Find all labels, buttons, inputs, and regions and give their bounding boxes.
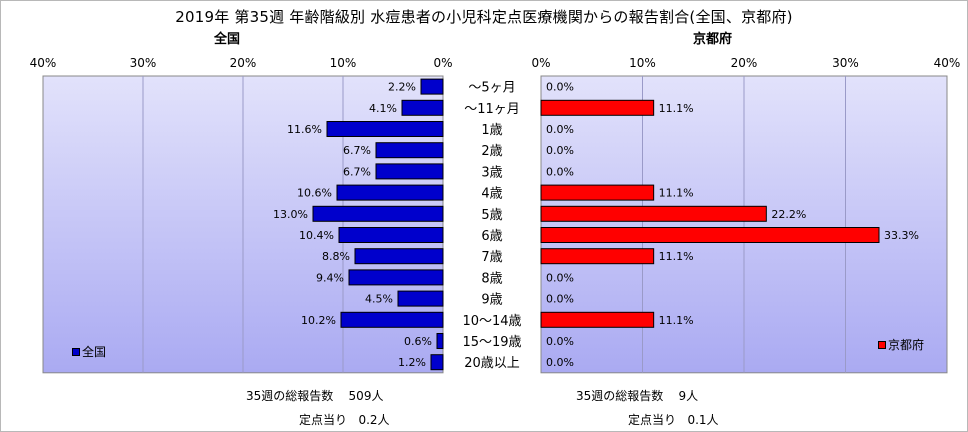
category-label: 8歳	[481, 271, 502, 286]
category-label: ～11ヶ月	[464, 102, 520, 117]
right-bar	[540, 311, 655, 328]
category-label: 9歳	[481, 293, 502, 308]
left-tick-label: 0%	[433, 56, 452, 70]
left-value-label: 8.8%	[322, 250, 350, 263]
right-value-label: 0.0%	[546, 293, 574, 306]
right-bar	[540, 248, 655, 265]
left-per-label: 定点当り	[299, 413, 348, 427]
left-bar	[336, 184, 444, 201]
right-legend: 京都府	[878, 336, 924, 353]
right-per-value: 0.1人	[687, 413, 719, 427]
left-value-label: 10.2%	[301, 314, 336, 327]
left-bar	[375, 142, 444, 159]
right-value-label: 11.1%	[659, 314, 694, 327]
category-label: 6歳	[481, 229, 502, 244]
left-bar	[326, 121, 444, 137]
right-bar	[540, 205, 767, 222]
left-per-stat: 定点当り 0.2人	[299, 411, 390, 428]
right-plot-area: 0% 10% 20% 30% 40% 0.0% 11.1% 0.0% 0.0% 0.0% 11.1%…	[531, 56, 961, 374]
right-value-label: 0.0%	[546, 356, 574, 369]
right-total-stat: 35週の総報告数 9人	[576, 387, 698, 404]
right-value-label: 11.1%	[659, 187, 694, 200]
right-tick-label: 0%	[531, 56, 550, 70]
left-bar	[436, 333, 444, 349]
right-value-label: 0.0%	[546, 81, 574, 94]
right-bar	[540, 184, 655, 201]
left-tick-label: 20%	[230, 56, 257, 70]
left-total-stat: 35週の総報告数 509人	[246, 387, 383, 404]
right-bar	[540, 227, 880, 243]
left-tick-label: 10%	[330, 56, 357, 70]
category-label: 15～19歳	[462, 335, 521, 350]
category-label: 7歳	[481, 250, 502, 265]
left-bar	[375, 163, 444, 180]
category-label: 10～14歳	[462, 314, 521, 329]
right-tick-label: 30%	[832, 56, 859, 70]
right-value-label: 11.1%	[659, 250, 694, 263]
right-value-label: 0.0%	[546, 335, 574, 348]
right-value-label: 0.0%	[546, 123, 574, 136]
right-panel-subtitle: 京都府	[693, 32, 733, 47]
right-value-label: 22.2%	[771, 208, 806, 221]
left-value-label: 6.7%	[343, 144, 371, 157]
left-legend-swatch	[72, 347, 80, 356]
left-bar	[430, 354, 444, 371]
right-total-label: 35週の総報告数	[576, 389, 664, 403]
left-value-label: 4.5%	[365, 293, 393, 306]
right-legend-label: 京都府	[888, 338, 925, 352]
category-label: 20歳以上	[464, 356, 520, 371]
right-value-label: 11.1%	[659, 102, 694, 115]
right-per-label: 定点当り	[628, 413, 677, 427]
right-legend-swatch	[878, 340, 886, 349]
left-bar	[420, 78, 444, 95]
left-legend-label: 全国	[82, 345, 107, 359]
left-value-label: 10.6%	[297, 187, 332, 200]
left-value-label: 10.4%	[299, 229, 334, 242]
right-value-label: 0.0%	[546, 271, 574, 284]
left-bar	[338, 227, 444, 243]
category-label: 5歳	[481, 208, 502, 223]
left-value-label: 13.0%	[273, 208, 308, 221]
category-label: 2歳	[481, 144, 502, 159]
right-total-value: 9人	[678, 389, 699, 403]
chart-title: 2019年 第35週 年齢階級別 水痘患者の小児科定点医療機関からの報告割合(全…	[175, 8, 793, 26]
left-bar	[312, 205, 444, 222]
left-value-label: 2.2%	[388, 81, 416, 94]
right-value-label: 0.0%	[546, 165, 574, 178]
left-plot-area: 40% 30% 20% 10% 0% 2.2% 4.1% 11.6% 6.7% 6.7% 10.6%…	[30, 56, 453, 374]
left-value-label: 4.1%	[369, 102, 397, 115]
right-tick-label: 40%	[934, 56, 961, 70]
category-label: 1歳	[481, 123, 502, 138]
right-bar	[540, 99, 655, 116]
left-value-label: 1.2%	[398, 356, 426, 369]
left-tick-label: 40%	[30, 56, 57, 70]
left-legend: 全国	[72, 343, 106, 360]
left-value-label: 0.6%	[404, 335, 432, 348]
left-bar	[354, 248, 444, 265]
left-per-value: 0.2人	[358, 413, 390, 427]
left-total-label: 35週の総報告数	[246, 389, 334, 403]
left-value-label: 11.6%	[287, 123, 322, 136]
right-value-label: 0.0%	[546, 144, 574, 157]
right-per-stat: 定点当り 0.1人	[628, 411, 719, 428]
left-panel-subtitle: 全国	[214, 32, 241, 47]
left-value-label: 6.7%	[343, 165, 371, 178]
left-tick-label: 30%	[130, 56, 157, 70]
category-label: 3歳	[481, 165, 502, 180]
left-bar	[397, 290, 444, 307]
left-value-label: 9.4%	[316, 271, 344, 284]
category-label: ～5ヶ月	[468, 81, 515, 96]
left-total-value: 509人	[348, 389, 384, 403]
left-bar	[348, 269, 444, 286]
category-labels: ～5ヶ月 ～11ヶ月 1歳 2歳 3歳 4歳 5歳 6歳 7歳 8歳 9歳 10～14歳 15～19歳 2…	[462, 81, 521, 372]
category-label: 4歳	[481, 187, 502, 202]
right-value-label: 33.3%	[884, 229, 919, 242]
left-bar	[340, 311, 444, 328]
left-bar	[401, 99, 444, 116]
right-tick-label: 10%	[629, 56, 656, 70]
right-tick-label: 20%	[731, 56, 758, 70]
